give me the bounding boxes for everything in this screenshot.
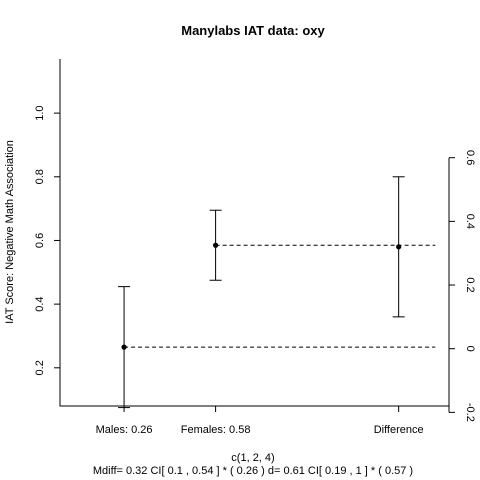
y-axis-label: IAT Score: Negative Math Association	[4, 140, 16, 324]
x-axis-tick-label: Males: 0.26	[96, 424, 153, 436]
x-axis-label: c(1, 2, 4)	[231, 452, 274, 464]
data-point-females	[213, 242, 219, 248]
right-axis-tick-label: 0.2	[464, 277, 476, 292]
right-axis-tick-label: 0	[464, 346, 476, 352]
left-axis-tick-label: 0.4	[34, 296, 46, 311]
plot-frame	[59, 59, 449, 407]
error-bar-difference	[392, 176, 405, 318]
right-axis-tick-label: -0.2	[464, 403, 476, 422]
chart-title: Manylabs IAT data: oxy	[181, 23, 325, 38]
left-axis-tick-label: 0.2	[34, 360, 46, 375]
error-bar-females	[209, 209, 222, 281]
x-axis-tick-label: Difference	[374, 424, 424, 436]
left-axis-tick-label: 1.0	[34, 105, 46, 120]
right-axis-tick-label: 0.6	[464, 150, 476, 165]
x-axis-tick-label: Females: 0.58	[181, 424, 251, 436]
left-axis-tick-label: 0.8	[34, 169, 46, 184]
right-axis-tick-label: 0.4	[464, 214, 476, 229]
data-point-difference	[396, 244, 402, 250]
data-point-males	[121, 344, 127, 350]
footer-stats: Mdiff= 0.32 CI[ 0.1 , 0.54 ] * ( 0.26 ) …	[93, 465, 413, 477]
left-axis-tick-label: 0.6	[34, 233, 46, 248]
